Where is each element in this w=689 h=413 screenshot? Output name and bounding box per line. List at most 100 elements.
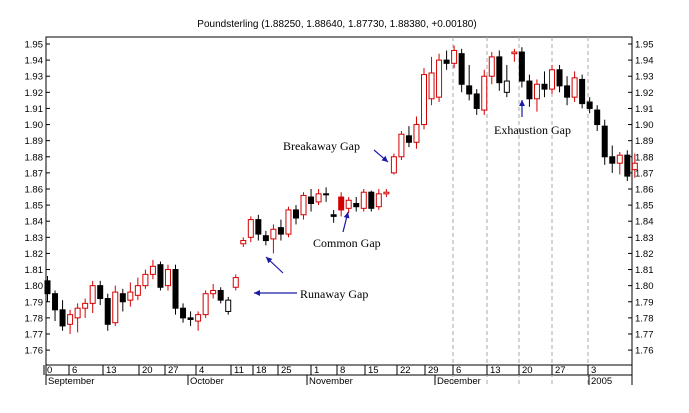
candle-body [345,199,352,209]
y-tick-label-right: 1.91 [635,104,654,115]
candle-body [451,49,458,64]
candle-body [315,193,322,203]
month-label: September [48,376,94,387]
candle-body [240,240,247,245]
y-tick-label-left: 1.85 [25,201,44,212]
y-tick-label-right: 1.90 [635,120,654,131]
candle-body [164,269,171,287]
candle-body [631,162,638,171]
candle-body [375,193,382,208]
y-tick-label-left: 1.79 [25,297,44,308]
candle-body [428,72,435,100]
y-tick-label-left: 1.76 [25,346,44,357]
annotation-text: Runaway Gap [300,287,368,301]
y-tick-label-left: 1.92 [25,88,44,99]
x-tick-label: 29 [428,365,439,376]
candle-body [277,227,284,235]
y-tick-label-left: 1.87 [25,168,44,179]
candle-body [579,78,586,105]
annotation-arrow [265,256,284,274]
candle-body [390,156,397,174]
y-tick-label-left: 1.86 [25,184,44,195]
candle-body [405,135,412,143]
annotation-text: Common Gap [313,236,381,250]
candle-body [338,196,345,211]
candle-body [142,273,149,287]
candle-body [74,307,81,319]
y-tick-label-right: 1.85 [635,201,654,212]
candle-body [353,202,360,208]
x-tick-label: 27 [555,365,566,376]
annotation-text: Breakaway Gap [283,139,360,153]
candle-body [609,156,616,164]
candle-body [564,85,571,98]
candle-body [210,289,217,295]
candle-body [398,133,405,158]
candle-body [172,269,179,309]
candle-body [52,293,59,311]
candle-body [292,209,299,219]
candle-body [616,154,623,164]
candle-body [255,219,262,235]
x-tick-label: 13 [490,365,501,376]
chart-title: Poundsterling (1.88250, 1.88640, 1.87730… [197,19,476,30]
candle-body [82,302,89,309]
candle-body [330,214,337,217]
x-tick-label: 11 [234,365,244,376]
candle-body [202,293,209,316]
month-label: October [190,376,224,387]
candle-body [594,109,601,126]
month-label: 2005 [591,376,612,387]
x-tick-label: 6 [456,365,461,376]
candle-body [112,291,119,324]
candle-body [624,154,631,177]
candle-body [360,191,367,209]
candle-body [473,93,480,109]
candle-body [526,80,533,100]
y-tick-label-right: 1.89 [635,136,654,147]
candle-body [533,83,540,100]
candle-body [571,77,578,98]
y-tick-label-right: 1.95 [635,40,654,51]
y-tick-label-left: 1.83 [25,233,44,244]
y-tick-label-right: 1.88 [635,152,654,163]
annotation-arrow [342,211,350,233]
y-tick-label-right: 1.82 [635,249,654,260]
candle-body [67,314,74,325]
candle-body [368,191,375,209]
candle-body [436,59,443,98]
x-tick-label: 18 [256,365,267,376]
y-tick-label-left: 1.91 [25,104,44,115]
candle-body [518,51,525,82]
candle-body [225,299,232,312]
x-tick-label: 15 [368,365,379,376]
candle-body [586,101,593,109]
y-tick-label-left: 1.94 [25,56,44,67]
x-tick-label: 3 [591,365,596,376]
y-tick-label-right: 1.94 [635,56,654,67]
candle-body [119,293,126,303]
candle-body [127,291,134,301]
y-tick-label-right: 1.87 [635,168,654,179]
x-tick-label: 25 [281,365,292,376]
month-label: December [437,376,481,387]
candle-body [601,125,608,158]
y-tick-label-right: 1.77 [635,329,654,340]
candle-body [323,193,330,196]
x-tick-label: 0 [47,365,52,376]
candle-body [549,69,556,90]
candle-body [300,194,307,216]
candle-body [217,289,224,301]
x-tick-label: 4 [199,365,204,376]
candle-body [503,80,510,93]
candle-body [421,74,427,126]
candle-body [481,75,488,111]
y-tick-label-right: 1.79 [635,297,654,308]
y-tick-label-left: 1.80 [25,281,44,292]
candle-body [157,264,164,288]
candle-body [488,56,495,77]
y-tick-label-left: 1.93 [25,72,44,83]
candle-body [59,309,66,327]
candle-body [89,285,96,304]
candle-body [247,219,254,238]
